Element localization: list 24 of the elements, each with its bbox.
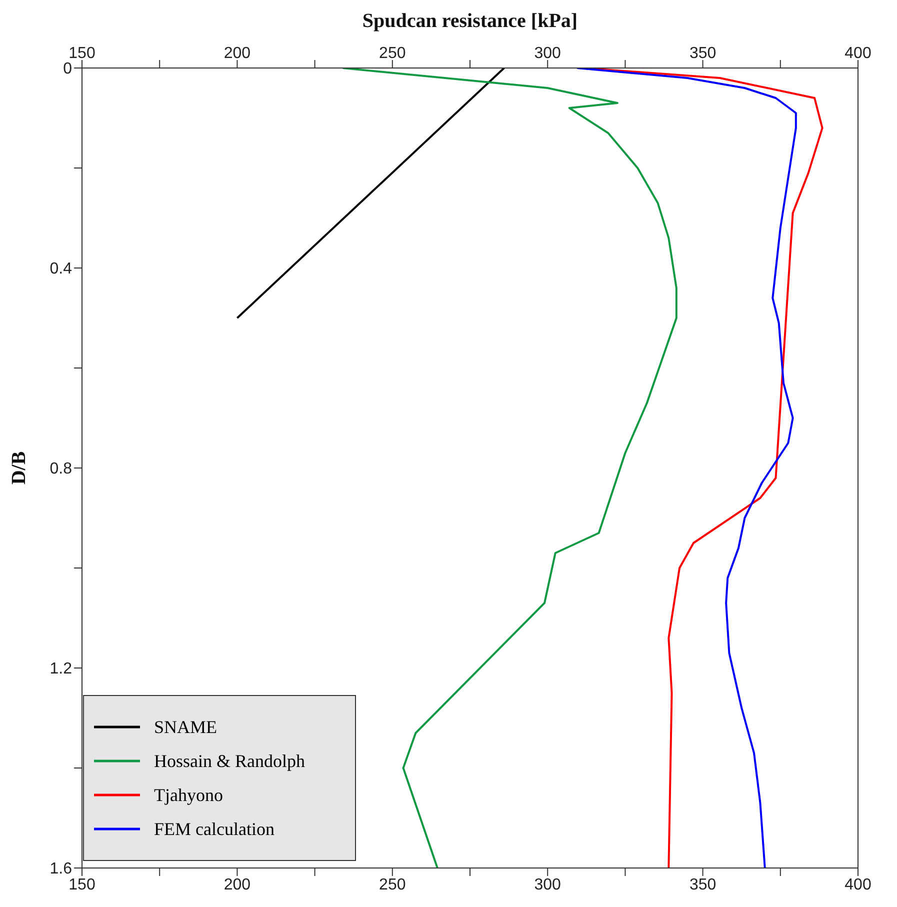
x2-tick-label: 200 bbox=[224, 876, 251, 894]
x-tick-label: 250 bbox=[379, 45, 406, 62]
x2-tick-label: 250 bbox=[379, 876, 406, 894]
x2-tick-label: 400 bbox=[844, 876, 872, 894]
y-tick-label: 0.4 bbox=[50, 260, 72, 278]
x-tick-label: 400 bbox=[844, 45, 872, 62]
x-tick-label: 150 bbox=[68, 45, 96, 62]
y-axis-title: D/B bbox=[8, 451, 30, 485]
legend-label: Hossain & Randolph bbox=[154, 750, 305, 772]
x2-axis-title: Spudcan resistance [kPa] bbox=[362, 10, 578, 32]
x-tick-label: 200 bbox=[224, 45, 251, 62]
x2-tick-label: 150 bbox=[68, 876, 96, 894]
y-tick-label: 1.6 bbox=[50, 860, 72, 878]
legend-label: FEM calculation bbox=[154, 818, 274, 840]
x2-tick-label: 350 bbox=[689, 876, 716, 894]
line-series bbox=[342, 68, 678, 868]
x2-tick-label: 300 bbox=[534, 876, 562, 894]
y-tick-label: 0.8 bbox=[50, 460, 72, 478]
legend-label: Tjahyono bbox=[154, 784, 223, 806]
x-tick-label: 300 bbox=[534, 45, 562, 62]
y-tick-label: 0 bbox=[63, 60, 72, 78]
legend-label: SNAME bbox=[154, 716, 218, 738]
y-tick-label: 1.2 bbox=[50, 660, 72, 678]
x-tick-label: 350 bbox=[689, 45, 716, 62]
